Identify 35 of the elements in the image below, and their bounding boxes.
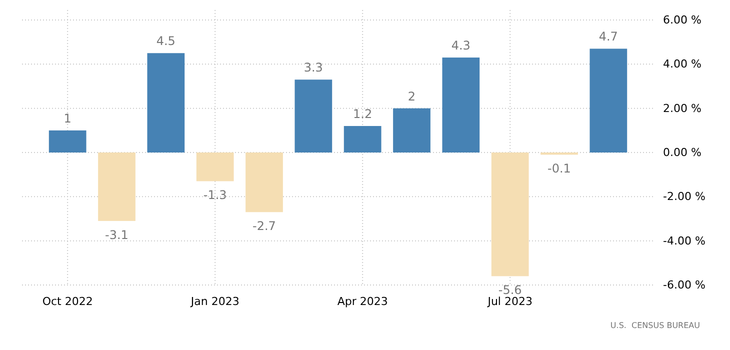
y-tick-label: -2.00 % — [663, 190, 706, 204]
x-tick-label: Apr 2023 — [337, 294, 388, 308]
bar — [48, 130, 86, 152]
bar — [246, 152, 283, 212]
data-label: 2 — [408, 89, 416, 104]
bar — [590, 48, 628, 152]
data-label: -5.6 — [498, 283, 522, 298]
data-label: -0.1 — [548, 162, 571, 176]
x-tick-label: Jul 2023 — [486, 294, 532, 308]
data-label: 1.2 — [353, 107, 372, 121]
data-label: 4.7 — [598, 30, 618, 44]
y-tick-label: 6.00 % — [663, 14, 702, 27]
bar — [147, 53, 185, 152]
x-tick-label: Oct 2022 — [42, 294, 93, 308]
y-tick-label: 4.00 % — [663, 58, 702, 71]
y-tick-label: -4.00 % — [663, 234, 706, 248]
data-label: -2.7 — [252, 219, 276, 234]
text: U.S. CENSUS BUREAU — [610, 321, 700, 330]
data-label: 4.3 — [451, 38, 470, 53]
data-label: 4.5 — [156, 34, 176, 48]
data-label: -1.3 — [203, 188, 227, 202]
bar — [294, 80, 332, 152]
bar — [393, 108, 430, 152]
data-label: 3.3 — [304, 60, 323, 75]
y-tick-label: -6.00 % — [663, 278, 706, 292]
bar — [491, 152, 529, 276]
bar — [442, 58, 480, 152]
bar — [98, 152, 136, 221]
y-tick-label: 2.00 % — [663, 102, 702, 115]
y-tick-label: 0.00 % — [663, 146, 702, 160]
data-label: -3.1 — [105, 228, 128, 242]
x-tick-label: Jan 2023 — [190, 294, 240, 308]
bar — [196, 152, 234, 182]
data-label: 1 — [64, 111, 72, 126]
bar — [344, 126, 382, 152]
